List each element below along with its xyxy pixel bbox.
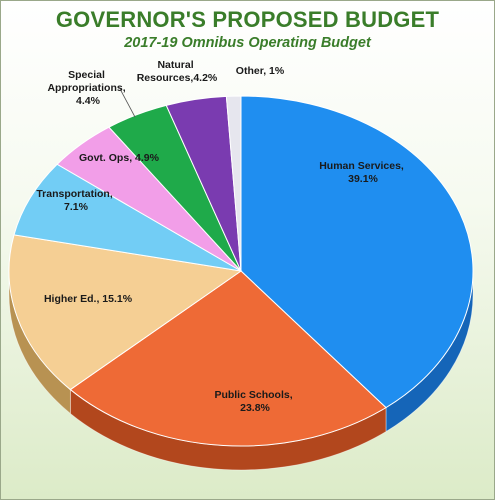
- label-other: Other, 1%: [236, 65, 285, 77]
- label-natural-resources: Natural Resources,4.2%: [137, 59, 218, 84]
- label-public-schools-name: Public Schools,: [214, 389, 292, 401]
- label-human-services-name: Human Services,: [319, 160, 404, 172]
- label-natural-resources-name2: Resources,4.2%: [137, 72, 218, 84]
- label-natural-resources-name: Natural: [157, 59, 193, 71]
- label-special-appropriations-value: 4.4%: [76, 95, 101, 107]
- chart-subtitle: 2017-19 Omnibus Operating Budget: [124, 35, 371, 51]
- chart-title: GOVERNOR'S PROPOSED BUDGET: [55, 7, 440, 32]
- pie-slice-0: [240, 95, 474, 409]
- label-transportation: Transportation, 7.1%: [36, 188, 115, 213]
- label-human-services-value: 39.1%: [348, 173, 378, 185]
- pie-slice-1: [69, 270, 387, 447]
- label-special-appropriations: Special Appropriations, 4.4%: [47, 69, 128, 107]
- pie-slice-7: [225, 95, 242, 272]
- label-human-services: Human Services, 39.1%: [319, 160, 407, 185]
- label-govt-ops: Govt. Ops, 4.9%: [79, 152, 160, 164]
- pie-slices: [8, 95, 474, 447]
- label-special-appropriations-name: Special: [68, 69, 105, 81]
- leader-line-special: [118, 86, 136, 118]
- label-transportation-value: 7.1%: [64, 201, 89, 213]
- label-special-appropriations-name2: Appropriations,: [47, 82, 125, 94]
- pie-slice-3: [13, 163, 242, 272]
- label-higher-ed: Higher Ed., 15.1%: [44, 293, 133, 305]
- pie-slice-2: [8, 234, 243, 391]
- pie-labels: Human Services, 39.1% Public Schools, 23…: [36, 59, 407, 414]
- label-public-schools-value: 23.8%: [240, 402, 270, 414]
- label-public-schools: Public Schools, 23.8%: [214, 389, 295, 414]
- label-transportation-name: Transportation,: [36, 188, 113, 200]
